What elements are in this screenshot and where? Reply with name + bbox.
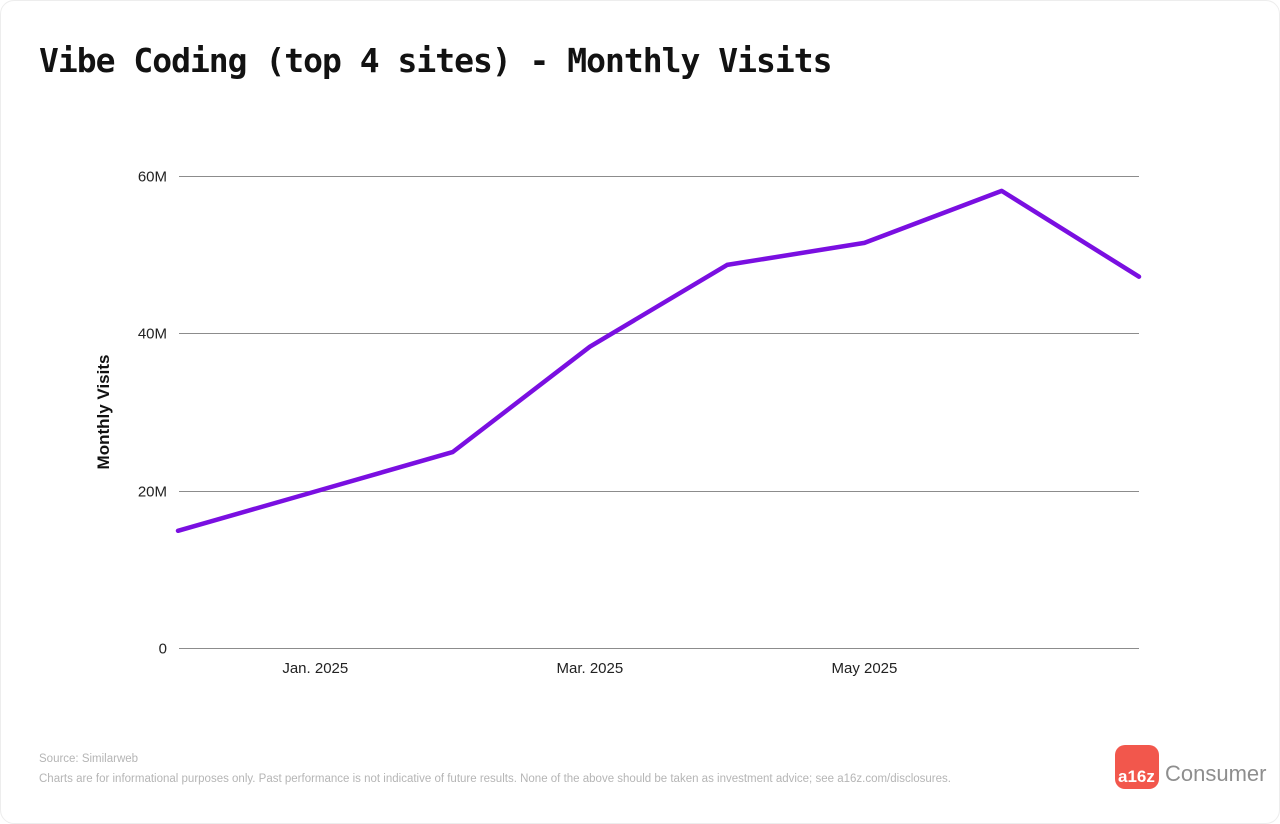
source-note: Source: Similarweb [39,753,139,765]
a16z-logo-badge: a16z [1115,745,1159,789]
y-tick-label: 20M [138,484,167,501]
a16z-consumer-logo: a16z Consumer [1115,745,1266,789]
data-line-monthly-visits [175,188,1142,534]
disclaimer-note: Charts are for informational purposes on… [39,773,951,785]
y-tick-label: 40M [138,326,167,343]
y-tick-label: 60M [138,169,167,186]
a16z-logo-text: a16z [1118,767,1155,786]
x-tick-label: May 2025 [831,660,897,677]
chart-title: Vibe Coding (top 4 sites) - Monthly Visi… [39,41,832,80]
consumer-wordmark: Consumer [1165,761,1267,786]
y-tick-label: 0 [159,641,167,658]
x-tick-label: Mar. 2025 [556,660,623,677]
x-tick-label: Jan. 2025 [282,660,348,677]
